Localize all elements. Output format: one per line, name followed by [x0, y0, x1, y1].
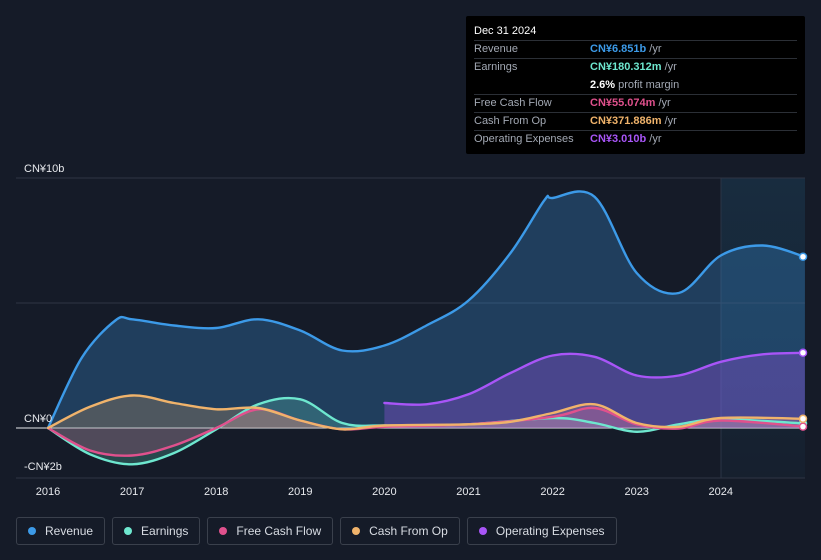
- tooltip-value: CN¥371.886m: [590, 115, 662, 127]
- tooltip-unit: /yr: [664, 115, 677, 127]
- legend-label: Operating Expenses: [495, 524, 605, 538]
- legend-item-operating-expenses[interactable]: Operating Expenses: [466, 517, 617, 545]
- legend-label: Free Cash Flow: [236, 524, 322, 538]
- x-tick-label: 2021: [456, 486, 480, 498]
- tooltip-value: CN¥6.851b: [590, 43, 647, 55]
- tooltip-label: Revenue: [474, 43, 519, 55]
- legend-dot-icon: [219, 527, 228, 535]
- tooltip-value: CN¥180.312m: [590, 61, 662, 73]
- tooltip-unit: /yr: [649, 133, 662, 145]
- tooltip-row-cash-from-op: Cash From Op CN¥371.886m /yr: [474, 112, 797, 130]
- x-tick-label: 2017: [120, 486, 144, 498]
- legend-item-cash-from-op[interactable]: Cash From Op: [340, 517, 460, 545]
- series-line-cash-from-op: [46, 394, 807, 431]
- legend-item-earnings[interactable]: Earnings: [112, 517, 201, 545]
- tooltip-value: CN¥55.074m: [590, 97, 656, 109]
- area-operating-expenses: [384, 352, 805, 428]
- y-tick-label: -CN¥2b: [24, 461, 62, 473]
- series-line-free-cash-flow: [46, 406, 807, 457]
- x-tick-label: 2016: [36, 486, 60, 498]
- x-tick-label: 2024: [709, 486, 733, 498]
- tooltip-label: Cash From Op: [474, 115, 547, 127]
- legend-label: Earnings: [141, 524, 189, 538]
- tooltip-unit: /yr: [658, 97, 671, 109]
- y-tick-label: CN¥10b: [24, 163, 64, 175]
- series-line-revenue: [46, 190, 807, 430]
- tooltip-row-revenue: Revenue CN¥6.851b /yr: [474, 40, 797, 58]
- area-earnings: [48, 398, 805, 465]
- area-revenue: [48, 191, 805, 428]
- tooltip-date: Dec 31 2024: [474, 25, 537, 37]
- tooltip-label: [474, 77, 590, 94]
- x-tick-label: 2020: [372, 486, 396, 498]
- area-cash-from-op: [48, 395, 805, 430]
- legend-label: Revenue: [45, 524, 94, 538]
- tooltip-row-operating-expenses: Operating Expenses CN¥3.010b /yr: [474, 130, 797, 148]
- legend-label: Cash From Op: [369, 524, 448, 538]
- x-tick-label: 2022: [540, 486, 564, 498]
- tooltip-value: 2.6%: [590, 79, 616, 91]
- legend-item-revenue[interactable]: Revenue: [16, 517, 106, 545]
- endpoint-cash-from-op: [798, 414, 808, 423]
- x-tick-label: 2019: [288, 486, 312, 498]
- legend-dot-icon: [478, 527, 487, 535]
- area-free-cash-flow: [48, 407, 805, 456]
- tooltip-value: CN¥3.010b: [590, 133, 647, 145]
- tooltip-label: Free Cash Flow: [474, 97, 552, 109]
- legend-dot-icon: [124, 527, 133, 535]
- x-tick-label: 2023: [624, 486, 648, 498]
- series-line-operating-expenses: [383, 351, 807, 406]
- tooltip-row-free-cash-flow: Free Cash Flow CN¥55.074m /yr: [474, 94, 797, 112]
- endpoint-revenue: [798, 252, 808, 261]
- tooltip-unit: /yr: [649, 43, 662, 55]
- tooltip-unit: /yr: [664, 61, 677, 73]
- tooltip-label: Operating Expenses: [474, 133, 574, 145]
- chart-legend: Revenue Earnings Free Cash Flow Cash Fro…: [16, 517, 624, 545]
- tooltip-row-earnings: Earnings CN¥180.312m /yr: [474, 58, 797, 76]
- tooltip-panel: Dec 31 2024 Revenue CN¥6.851b /yr Earnin…: [466, 16, 805, 154]
- tooltip-unit: profit margin: [618, 79, 680, 91]
- legend-dot-icon: [352, 527, 361, 535]
- tooltip-row-profit-margin: 2.6% profit margin: [474, 76, 797, 94]
- endpoint-operating-expenses: [798, 348, 808, 357]
- y-tick-label: CN¥0: [24, 413, 52, 425]
- tooltip-label: Earnings: [474, 61, 518, 73]
- endpoint-free-cash-flow: [798, 422, 808, 431]
- legend-dot-icon: [28, 527, 36, 535]
- legend-item-free-cash-flow[interactable]: Free Cash Flow: [207, 517, 334, 545]
- x-tick-label: 2018: [204, 486, 228, 498]
